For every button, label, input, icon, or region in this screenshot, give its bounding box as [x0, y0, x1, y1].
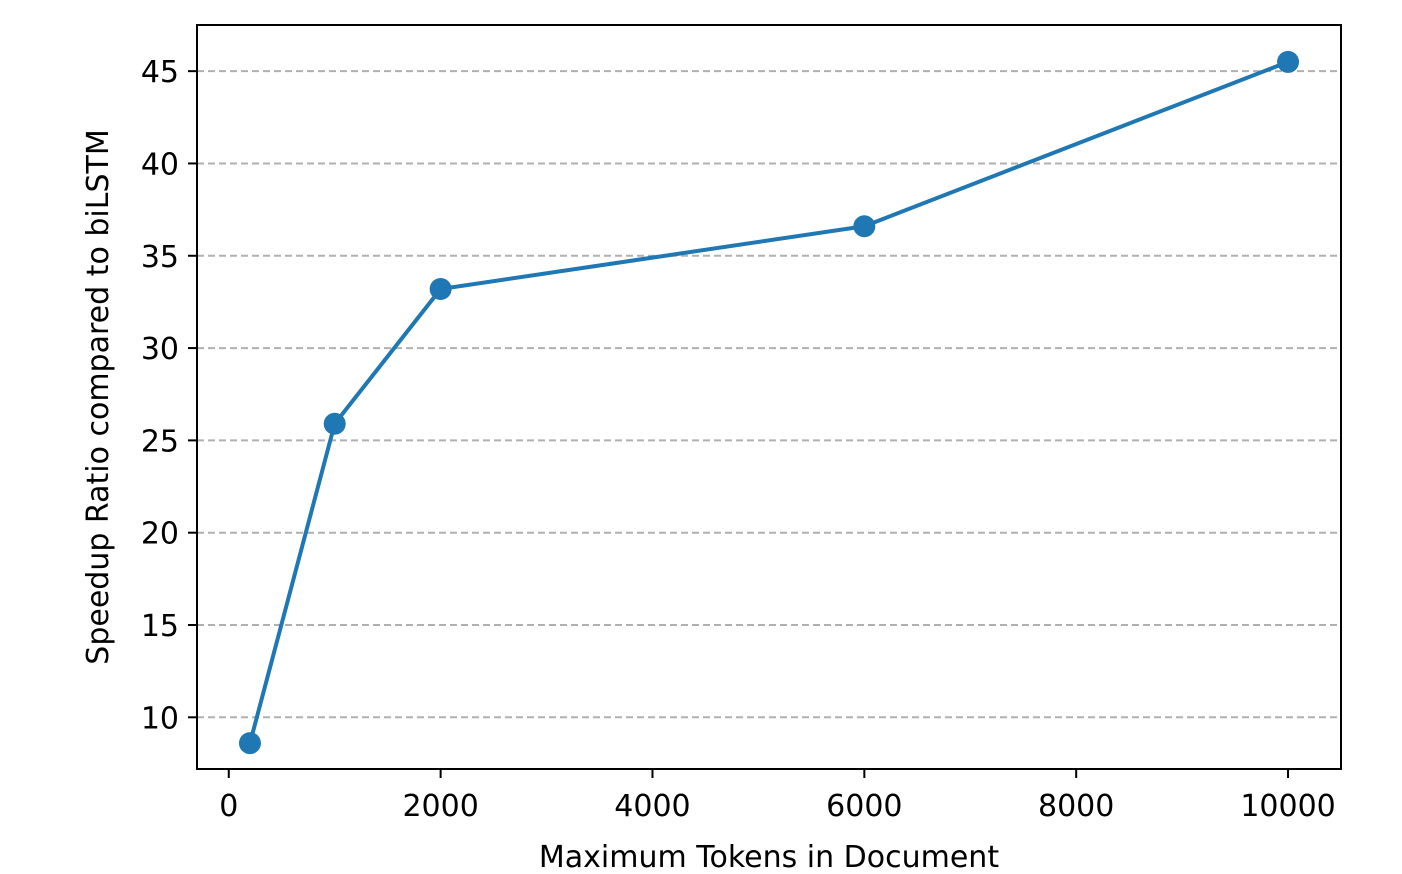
y-tick-label: 35	[141, 240, 179, 275]
x-tick-label: 0	[219, 789, 238, 824]
y-axis-ticks: 10 15 20 25 30 35 40 45	[141, 55, 197, 736]
x-axis-ticks: 0 2000 4000 6000 8000 10000	[219, 769, 1336, 824]
y-tick-label: 45	[141, 55, 179, 90]
y-tick-label: 20	[141, 517, 179, 552]
y-tick-label: 10	[141, 701, 179, 736]
x-tick-label: 10000	[1240, 789, 1335, 824]
y-tick-label: 40	[141, 147, 179, 182]
x-tick-label: 8000	[1038, 789, 1114, 824]
series-layer	[238, 50, 1300, 755]
y-axis-label: Speedup Ratio compared to biLSTM	[81, 129, 116, 664]
x-tick-label: 2000	[402, 789, 478, 824]
data-point	[323, 412, 346, 435]
x-tick-label: 4000	[614, 789, 690, 824]
y-tick-label: 25	[141, 424, 179, 459]
data-point	[853, 215, 876, 238]
x-axis-label: Maximum Tokens in Document	[539, 840, 999, 874]
data-point	[1277, 50, 1300, 73]
y-tick-label: 15	[141, 609, 179, 644]
data-point	[429, 278, 452, 300]
gridlines	[197, 70, 1341, 719]
x-tick-label: 6000	[826, 789, 902, 824]
data-point	[238, 732, 261, 755]
plot-frame	[196, 24, 1342, 770]
y-tick-label: 30	[141, 332, 179, 367]
